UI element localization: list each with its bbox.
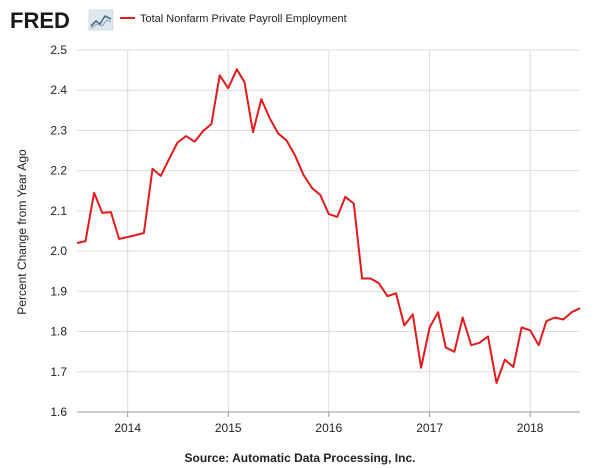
x-tick-label: 2017: [416, 421, 443, 435]
y-axis-title: Percent Change from Year Ago: [15, 149, 29, 315]
y-tick-label: 2.0: [50, 244, 67, 258]
x-tick-label: 2016: [315, 421, 342, 435]
source-note: Source: Automatic Data Processing, Inc.: [185, 451, 416, 465]
y-tick-label: 2.2: [50, 164, 67, 178]
series-layer: [76, 68, 581, 384]
y-tick-label: 1.6: [50, 405, 67, 419]
legend: Total Nonfarm Private Payroll Employment: [120, 13, 347, 25]
y-tick-label: 2.4: [50, 83, 67, 97]
logo-text: FRED: [10, 8, 70, 33]
grid: [77, 49, 580, 413]
y-tick-label: 1.9: [50, 284, 67, 298]
y-axis: 1.6 1.7 1.8 1.9 2.0 2.1 2.2 2.3 2.4 2.5: [50, 43, 67, 419]
y-tick-label: 2.1: [50, 204, 67, 218]
x-axis: 2014 2015 2016 2017 2018: [77, 411, 580, 435]
legend-label: Total Nonfarm Private Payroll Employment: [140, 13, 347, 25]
y-tick-label: 2.5: [50, 43, 67, 57]
fred-logo[interactable]: FRED: [10, 8, 114, 33]
fred-chart-logo-icon: [88, 9, 114, 31]
y-tick-label: 2.3: [50, 123, 67, 137]
y-tick-label: 1.7: [50, 365, 67, 379]
x-tick-label: 2018: [517, 421, 544, 435]
y-tick-label: 1.8: [50, 325, 67, 339]
series-line: [76, 68, 581, 384]
x-tick-label: 2015: [215, 421, 242, 435]
x-tick-label: 2014: [114, 421, 141, 435]
